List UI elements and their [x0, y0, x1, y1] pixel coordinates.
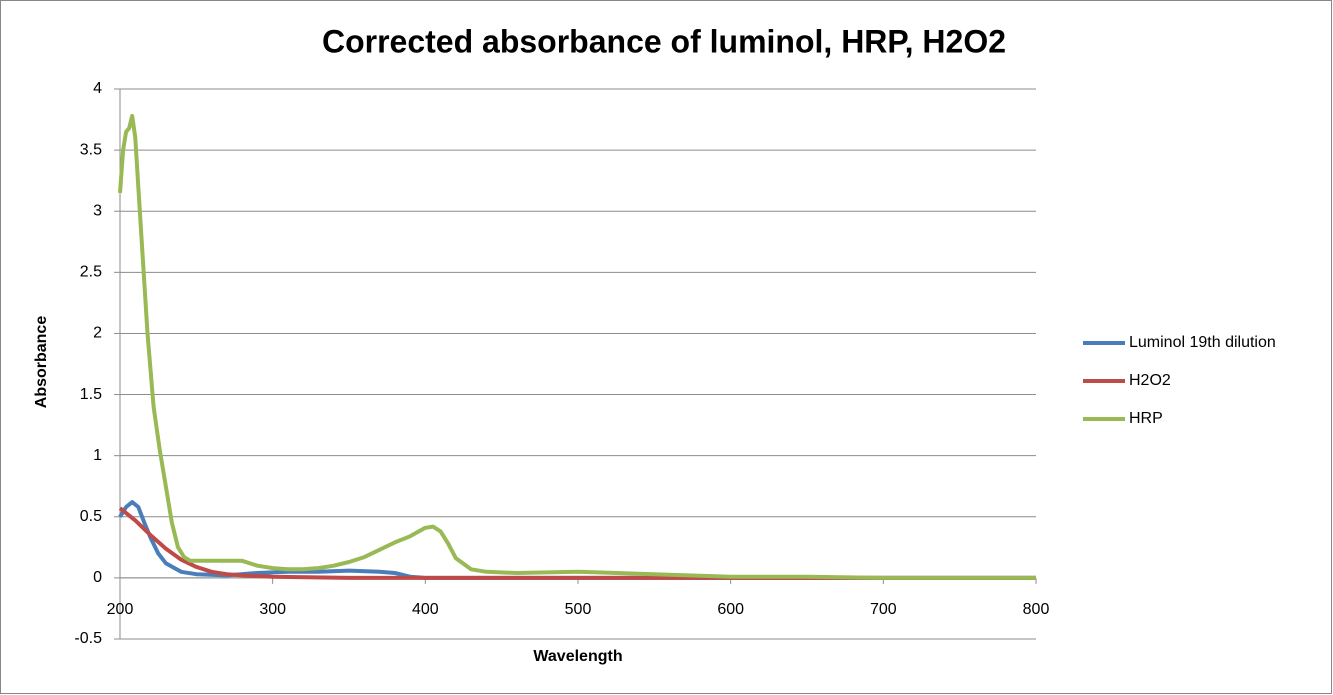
y-tick-label: 1.5 — [80, 386, 102, 403]
legend-label: HRP — [1129, 410, 1163, 427]
x-tick-label: 800 — [1023, 601, 1050, 618]
chart-title: Corrected absorbance of luminol, HRP, H2… — [322, 23, 1006, 59]
y-tick-label: 3 — [93, 202, 102, 219]
x-tick-label: 300 — [259, 601, 286, 618]
line-series — [118, 113, 1036, 580]
y-tick-label: 0 — [93, 569, 102, 586]
line-series — [118, 506, 1036, 580]
y-tick-label: 2.5 — [80, 264, 102, 281]
y-tick-label: 0.5 — [80, 508, 102, 525]
legend-label: Luminol 19th dilution — [1129, 334, 1276, 351]
y-tick-label: 1 — [93, 447, 102, 464]
y-tick-label: 2 — [93, 325, 102, 342]
legend-label: H2O2 — [1129, 372, 1171, 389]
y-tick-label: 4 — [93, 80, 102, 97]
y-axis-title: Absorbance — [33, 316, 50, 409]
x-tick-label: 700 — [870, 601, 897, 618]
x-tick-label: 400 — [412, 601, 439, 618]
x-tick-label: 200 — [107, 601, 134, 618]
x-tick-label: 600 — [717, 601, 744, 618]
x-tick-label: 500 — [565, 601, 592, 618]
y-tick-label: -0.5 — [74, 630, 102, 647]
y-tick-label: 3.5 — [80, 141, 102, 158]
x-axis-title: Wavelength — [533, 648, 622, 665]
